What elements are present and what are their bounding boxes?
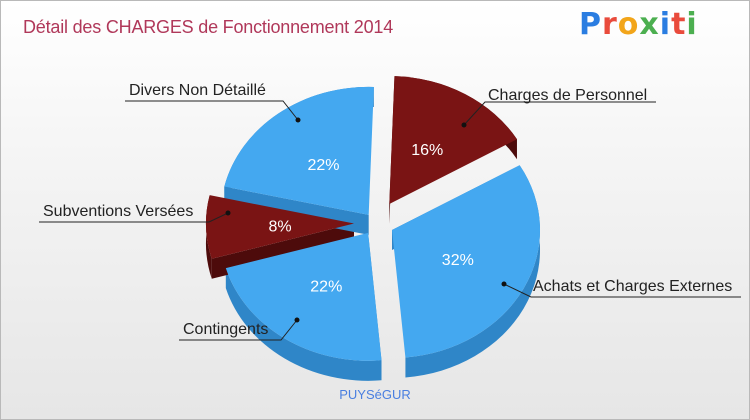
leader-line [179, 319, 298, 341]
leader-arrow [294, 317, 300, 323]
pie-slice-side [225, 268, 382, 381]
pie-slice-percent: 8% [268, 218, 291, 235]
logo-letter: t [671, 7, 687, 42]
pie-slice-side [405, 165, 541, 378]
logo-letter: i [686, 7, 698, 42]
logo-letter: x [639, 7, 660, 42]
logo-letter: r [602, 7, 618, 42]
pie-slice-percent: 22% [310, 279, 342, 296]
logo-letter: P [579, 7, 602, 42]
leader-line [39, 212, 229, 223]
proxiti-logo[interactable]: Proxiti [579, 7, 698, 42]
slice-name-label: Achats et Charges Externes [533, 278, 732, 295]
pie-slice-contingents[interactable] [225, 232, 382, 361]
pie-slice-percent: 16% [411, 142, 443, 159]
logo-letter: o [617, 7, 640, 42]
pie-slice-achats-et-charges-externes[interactable] [392, 165, 541, 358]
leader-line [125, 100, 299, 121]
pie-slice-charges-de-personnel[interactable] [389, 76, 517, 205]
logo-letter: i [659, 7, 672, 42]
slice-name-label: Contingents [183, 321, 268, 338]
slice-name-label: Divers Non Détaillé [129, 82, 266, 99]
leader-line [463, 101, 656, 126]
leader-arrow [295, 117, 301, 123]
leader-line [503, 283, 741, 298]
pie-slice-divers-non-d-taill-[interactable] [224, 86, 374, 215]
chart-title: Détail des CHARGES de Fonctionnement 201… [23, 17, 394, 37]
pie-slice-percent: 22% [308, 157, 340, 174]
slice-name-label: Subventions Versées [43, 203, 193, 220]
leader-arrow [461, 122, 467, 128]
pie-slice-subventions-vers-es[interactable] [206, 195, 355, 259]
slice-name-label: Charges de Personnel [488, 87, 647, 104]
commune-name: PUYSéGUR [339, 387, 411, 402]
pie-slice-percent: 32% [442, 252, 474, 269]
leader-arrow [225, 210, 231, 216]
leader-arrow [501, 281, 507, 287]
